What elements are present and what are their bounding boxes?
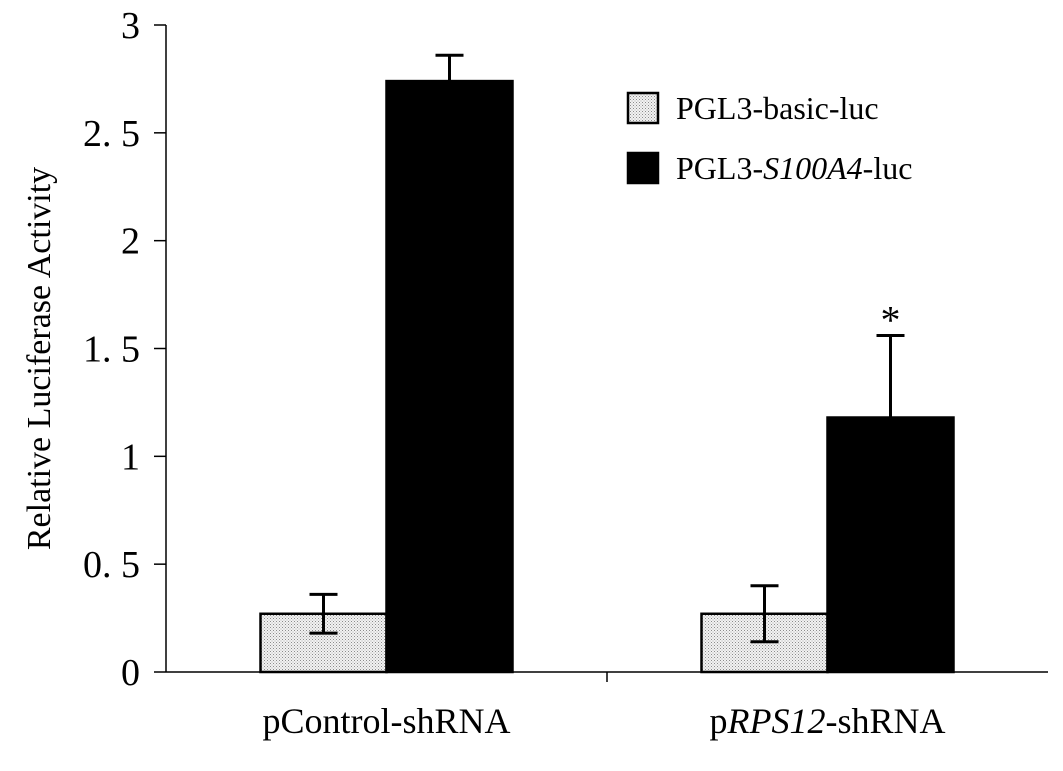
x-category-label: pRPS12-shRNA	[710, 701, 946, 741]
legend-label: PGL3-basic-luc	[676, 90, 879, 126]
y-tick-label: 3	[121, 5, 140, 47]
bar	[826, 416, 955, 674]
legend-swatch	[626, 151, 660, 185]
y-tick-label: 0. 5	[83, 544, 140, 586]
y-tick-label: 0	[121, 652, 140, 694]
x-category-label: pControl-shRNA	[262, 701, 510, 741]
y-axis-title: Relative Luciferase Activity	[21, 167, 58, 550]
y-tick-label: 1	[121, 436, 140, 478]
y-tick-label: 2. 5	[83, 113, 140, 155]
y-tick-label: 1. 5	[83, 329, 140, 371]
significance-marker: *	[881, 298, 901, 343]
bar	[385, 79, 514, 674]
legend-label: PGL3-S100A4-luc	[676, 150, 912, 186]
y-tick-label: 2	[121, 221, 140, 263]
legend-swatch	[626, 91, 660, 125]
